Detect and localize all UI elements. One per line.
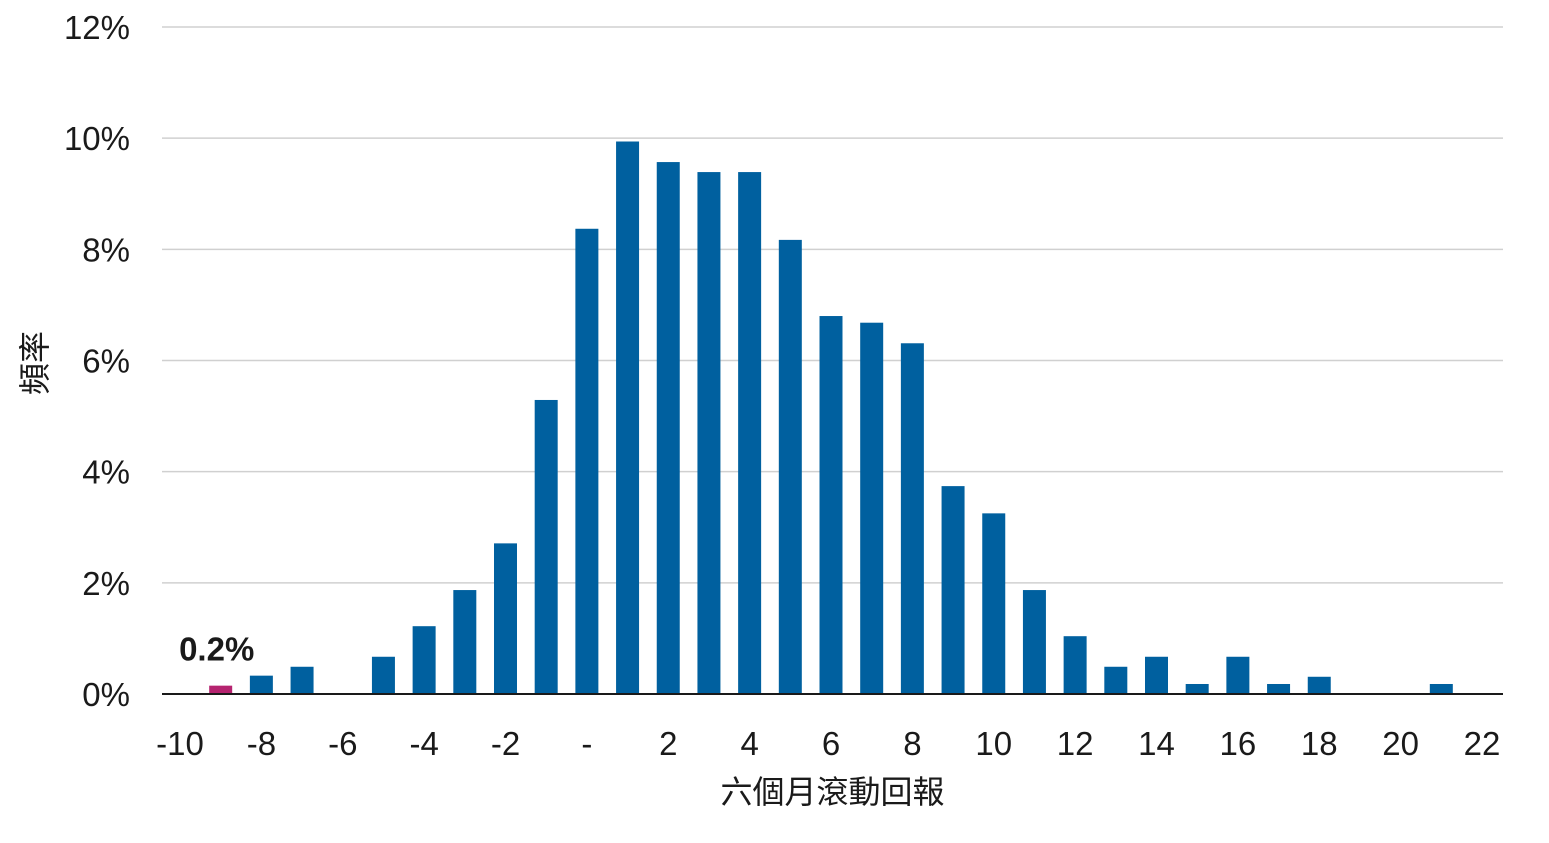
y-tick-label: 8%: [82, 231, 130, 268]
bar: [1145, 656, 1168, 694]
bar: [941, 486, 965, 694]
x-tick-label: 8: [903, 725, 921, 762]
x-axis-title: 六個月滾動回報: [720, 773, 944, 811]
bar: [1226, 656, 1250, 694]
y-tick-label: 4%: [82, 454, 130, 491]
bar: [1022, 590, 1046, 694]
x-tick-label: 10: [975, 725, 1012, 762]
x-tick-label: -8: [247, 725, 276, 762]
bar: [1267, 683, 1291, 694]
bar: [534, 399, 558, 694]
bar: [494, 543, 517, 694]
x-tick-label: -10: [156, 725, 204, 762]
bar: [738, 172, 762, 694]
bar: [453, 590, 477, 694]
x-tick-label: 2: [659, 725, 677, 762]
bar: [819, 316, 843, 694]
x-tick-label: 16: [1220, 725, 1257, 762]
bar: [900, 343, 924, 694]
x-tick-label: -: [581, 725, 592, 762]
x-tick-label: 4: [740, 725, 758, 762]
bar: [778, 239, 802, 695]
bar: [1063, 636, 1087, 694]
x-tick-label: -4: [409, 725, 438, 762]
x-tick-label: 18: [1301, 725, 1338, 762]
x-tick-label: -2: [491, 725, 520, 762]
x-tick-label: 20: [1382, 725, 1419, 762]
bar: [697, 172, 721, 694]
y-axis-ticks: 0% 2% 4% 6% 8% 10% 12%: [64, 9, 130, 713]
y-tick-label: 2%: [82, 565, 130, 602]
x-tick-label: 12: [1057, 725, 1094, 762]
bar: [616, 141, 640, 695]
x-tick-label: 6: [822, 725, 840, 762]
x-tick-label: 14: [1138, 725, 1175, 762]
bar: [1429, 683, 1453, 694]
bar: [290, 666, 314, 694]
x-axis-ticks: -10 -8 -6 -4 -2-2 4 6 8 10 12 14 16 18 20 22: [156, 725, 1500, 762]
highlight-bar: [209, 685, 233, 694]
bar: [371, 656, 395, 694]
y-axis-title: 頻率: [16, 331, 54, 395]
bar: [1104, 666, 1128, 694]
bar: [1307, 676, 1331, 694]
bar: [249, 675, 273, 694]
bars: [209, 141, 1453, 695]
bar: [860, 322, 884, 694]
bar: [575, 228, 599, 694]
bar: [1185, 683, 1209, 694]
y-tick-label: 12%: [64, 9, 130, 46]
bar: [656, 162, 680, 694]
y-tick-label: 0%: [82, 676, 130, 713]
x-tick-label: 22: [1464, 725, 1501, 762]
bar: [982, 513, 1006, 694]
x-tick-label: -6: [328, 725, 357, 762]
y-tick-label: 6%: [82, 343, 130, 380]
y-tick-label: 10%: [64, 120, 130, 157]
bar: [412, 626, 436, 694]
highlight-data-label: 0.2%: [179, 631, 254, 668]
